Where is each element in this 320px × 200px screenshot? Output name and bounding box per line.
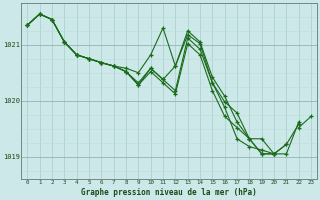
X-axis label: Graphe pression niveau de la mer (hPa): Graphe pression niveau de la mer (hPa) <box>81 188 257 197</box>
